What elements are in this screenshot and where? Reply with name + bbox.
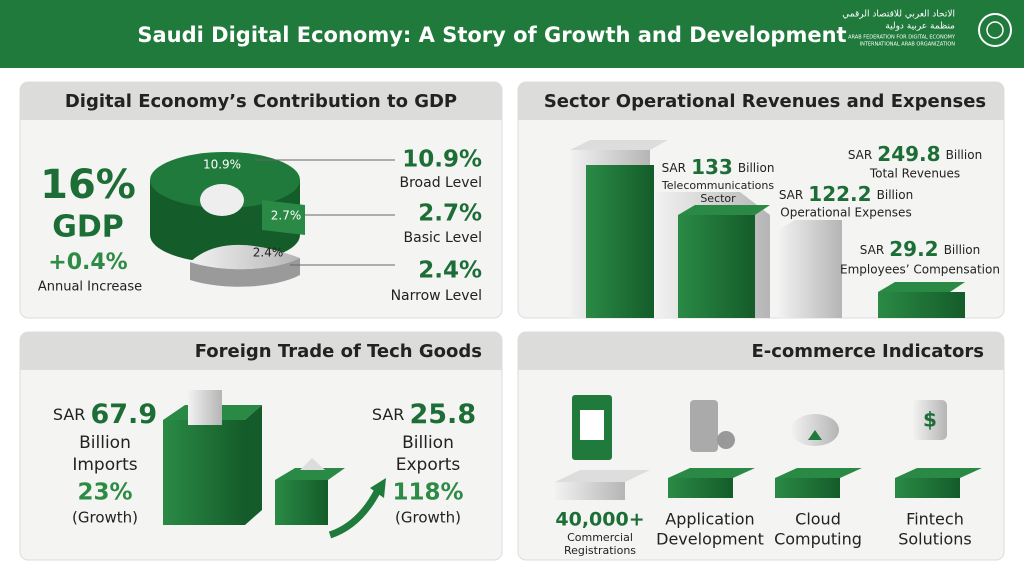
- slice-label: 10.9%: [203, 158, 241, 172]
- amount: 122.2: [808, 182, 871, 206]
- indicator-label: Fintech: [906, 510, 964, 529]
- registrations-label: Registrations: [564, 544, 636, 557]
- unit: Billion: [79, 433, 131, 453]
- level-value: 2.4%: [418, 258, 482, 284]
- indicator-label: Application: [665, 510, 754, 529]
- currency: SAR: [372, 405, 405, 424]
- sector-label: Total Revenues: [869, 167, 960, 181]
- logo-english-org: INTERNATIONAL ARAB ORGANIZATION: [860, 42, 956, 48]
- indicator-label: Computing: [774, 530, 862, 549]
- level-value: 10.9%: [402, 147, 482, 173]
- level-label: Narrow Level: [391, 288, 482, 304]
- dollar-icon: $: [923, 408, 937, 432]
- bars-3d: [570, 140, 965, 318]
- slice-label: 2.4%: [253, 246, 284, 260]
- panel-title: Foreign Trade of Tech Goods: [195, 341, 482, 362]
- growth-label: (Growth): [395, 509, 461, 527]
- gdp-change: +0.4%: [48, 250, 127, 275]
- trade-boxes: [163, 390, 386, 539]
- currency: SAR: [860, 243, 884, 257]
- unit: Billion: [402, 433, 454, 453]
- amount: 29.2: [889, 237, 938, 261]
- registrations-value: 40,000+: [555, 509, 644, 531]
- unit: Billion: [944, 243, 981, 257]
- sector-label: Employees’ Compensation: [840, 263, 1000, 277]
- gdp-share: 16%: [40, 162, 136, 208]
- panel-title: Sector Operational Revenues and Expenses: [544, 91, 986, 112]
- sector-label: Sector: [700, 192, 736, 205]
- page-title: Saudi Digital Economy: A Story of Growth…: [137, 23, 846, 47]
- level-label: Broad Level: [400, 175, 483, 191]
- amount: 249.8: [877, 142, 940, 166]
- sector-amount: SAR 122.2 Billion: [779, 182, 913, 206]
- gdp-share-label: GDP: [52, 210, 124, 245]
- logo-arabic: الاتحاد العربي للاقتصاد الرقمي: [842, 10, 955, 20]
- amount: 133: [691, 155, 733, 179]
- amount: 25.8: [409, 399, 476, 430]
- indicator-label: Cloud: [795, 510, 841, 529]
- currency: SAR: [662, 161, 686, 175]
- sector-amount: SAR 29.2 Billion: [860, 237, 980, 261]
- pie-3d: [150, 152, 305, 287]
- logo-emblem: [986, 21, 1004, 39]
- logo-arabic-org: منظمة عربية دولية: [885, 22, 955, 32]
- imports-growth: 23%: [77, 480, 132, 506]
- level-value: 2.7%: [418, 201, 482, 227]
- panel-title: E-commerce Indicators: [752, 341, 985, 362]
- panel-headers: [20, 82, 1004, 370]
- panel-title: Digital Economy’s Contribution to GDP: [65, 91, 457, 112]
- sector-amount: SAR 249.8 Billion: [848, 142, 982, 166]
- indicator-label: Solutions: [898, 530, 972, 549]
- logo-english: ARAB FEDERATION FOR DIGITAL ECONOMY: [848, 35, 956, 41]
- imports-label: Imports: [72, 455, 137, 475]
- unit: Billion: [738, 161, 775, 175]
- currency: SAR: [53, 405, 86, 424]
- indicator-label: Development: [656, 530, 764, 549]
- imports-amount: SAR 67.9: [53, 399, 157, 430]
- exports-amount: SAR 25.8: [372, 399, 476, 430]
- logo-emblem: [978, 13, 1012, 47]
- unit: Billion: [877, 188, 914, 202]
- currency: SAR: [848, 148, 872, 162]
- level-label: Basic Level: [404, 230, 482, 246]
- exports-label: Exports: [396, 455, 461, 475]
- ecommerce-icons: $: [555, 395, 982, 500]
- sector-amount: SAR 133 Billion: [662, 155, 775, 179]
- exports-growth: 118%: [392, 480, 463, 506]
- gdp-change-label: Annual Increase: [38, 280, 142, 295]
- leader-lines: [255, 159, 395, 266]
- sector-label: Telecommunications: [661, 179, 775, 192]
- sector-label: Operational Expenses: [780, 206, 911, 220]
- header-bar: [0, 0, 1024, 68]
- unit: Billion: [946, 148, 983, 162]
- growth-label: (Growth): [72, 509, 138, 527]
- slice-label: 2.7%: [271, 209, 302, 223]
- currency: SAR: [779, 188, 803, 202]
- amount: 67.9: [90, 399, 157, 430]
- registrations-label: Commercial: [567, 531, 633, 544]
